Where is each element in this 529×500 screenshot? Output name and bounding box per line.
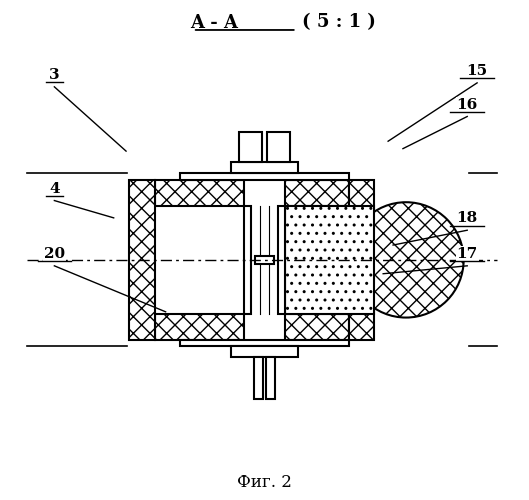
Polygon shape xyxy=(285,314,349,340)
Bar xyxy=(244,206,251,314)
Bar xyxy=(251,206,278,314)
Bar xyxy=(255,256,274,264)
Bar xyxy=(231,162,298,173)
Text: 4: 4 xyxy=(49,182,60,196)
Bar xyxy=(278,206,285,314)
Bar xyxy=(239,132,261,162)
Circle shape xyxy=(348,202,463,318)
Bar xyxy=(180,340,349,346)
Text: 3: 3 xyxy=(49,68,60,82)
Text: 18: 18 xyxy=(457,212,478,226)
Bar xyxy=(180,174,349,180)
Text: 20: 20 xyxy=(44,247,65,261)
Text: 15: 15 xyxy=(467,64,488,78)
Text: A - A: A - A xyxy=(190,14,239,32)
Text: Фиг. 2: Фиг. 2 xyxy=(237,474,292,491)
Bar xyxy=(254,358,263,399)
Polygon shape xyxy=(129,180,155,340)
Text: ( 5 : 1 ): ( 5 : 1 ) xyxy=(302,14,376,32)
Bar xyxy=(266,358,275,399)
Text: 16: 16 xyxy=(457,98,478,112)
Polygon shape xyxy=(285,206,374,314)
Polygon shape xyxy=(155,180,244,206)
Bar xyxy=(231,346,298,358)
Polygon shape xyxy=(349,180,374,340)
Bar xyxy=(268,132,290,162)
Text: 17: 17 xyxy=(457,247,478,261)
Polygon shape xyxy=(285,180,349,206)
Polygon shape xyxy=(155,314,244,340)
